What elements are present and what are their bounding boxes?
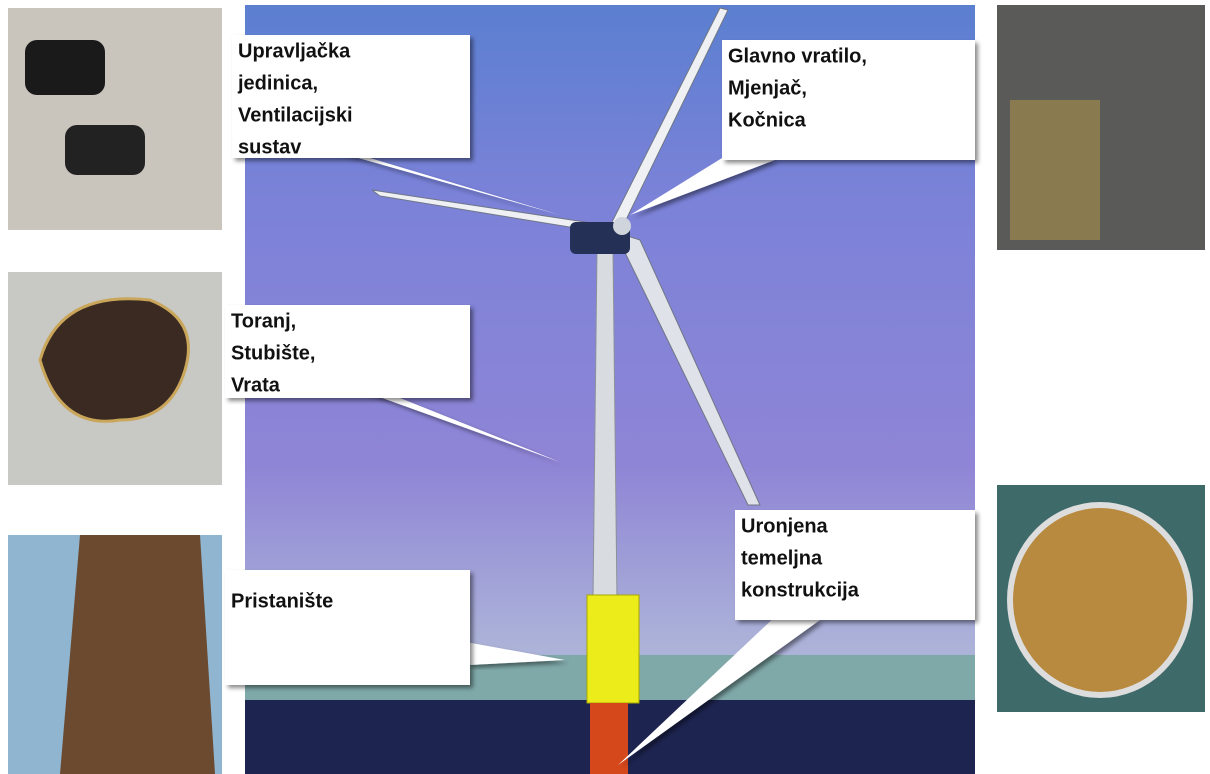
callout-label: Stubište, bbox=[231, 342, 315, 364]
transition-piece bbox=[587, 595, 639, 703]
callout-label: konstrukcija bbox=[741, 579, 860, 601]
monopile bbox=[590, 703, 628, 774]
callout-label: Upravljačka bbox=[238, 40, 351, 62]
callout-label: Pristanište bbox=[231, 590, 333, 612]
photo-detail bbox=[1010, 100, 1100, 240]
photo-detail bbox=[1010, 505, 1190, 695]
callout-label: Kočnica bbox=[728, 109, 807, 131]
callout-label: temeljna bbox=[741, 547, 823, 569]
callout-label: jedinica, bbox=[237, 72, 318, 94]
callout-label: Uronjena bbox=[741, 515, 829, 537]
callout-label: Ventilacijski bbox=[238, 104, 353, 126]
photo-detail bbox=[65, 125, 145, 175]
callout-label: sustav bbox=[238, 136, 302, 158]
photo-detail bbox=[25, 40, 105, 95]
callout-box bbox=[225, 570, 470, 685]
hub bbox=[613, 217, 631, 235]
callout-label: Vrata bbox=[231, 374, 281, 396]
callout-label: Glavno vratilo, bbox=[728, 45, 867, 67]
photo-detail bbox=[60, 535, 215, 774]
callout-label: Mjenjač, bbox=[728, 77, 807, 99]
callout-label: Toranj, bbox=[231, 310, 296, 332]
tower bbox=[593, 250, 617, 600]
diagram: Upravljačka jedinica, Ventilacijski sustav G… bbox=[0, 0, 1210, 774]
